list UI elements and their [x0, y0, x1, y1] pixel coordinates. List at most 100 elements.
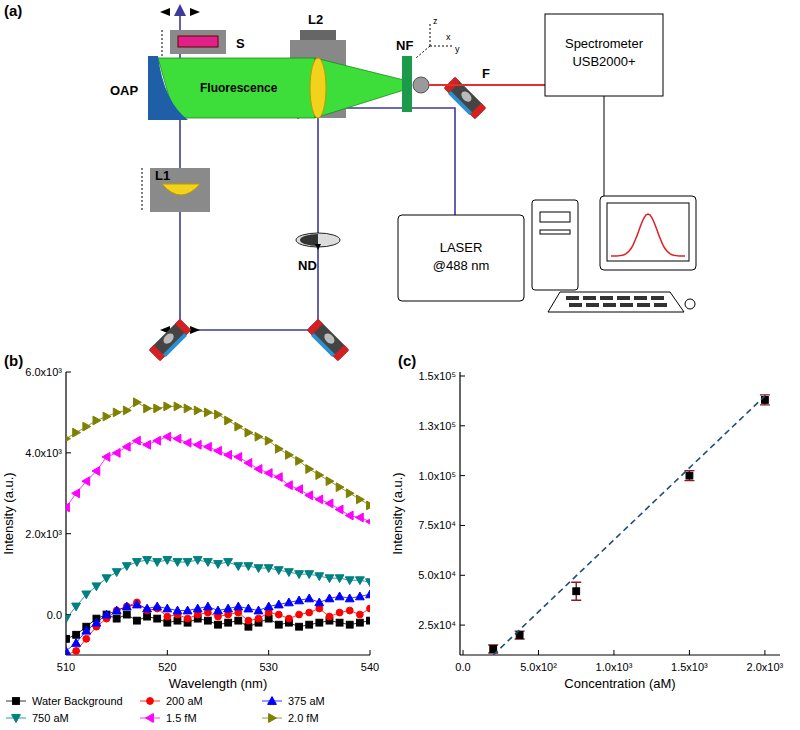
label: x — [446, 32, 451, 42]
x-axis-title: Concentration (aM) — [564, 676, 675, 691]
x-tick — [463, 650, 464, 655]
sample-holder — [170, 30, 226, 54]
y-tick — [66, 452, 71, 453]
legend-label: 1.5 fM — [166, 712, 197, 724]
chart-line: (b)5105205305400.02.0x10³4.0x10³6.0x10³W… — [1, 352, 379, 724]
data-point — [183, 559, 192, 567]
data-point — [274, 600, 283, 608]
mirror-knob — [149, 345, 165, 361]
adjust-arrow — [162, 30, 163, 56]
data-point — [264, 602, 273, 610]
data-point — [102, 575, 111, 583]
data-point — [83, 422, 91, 431]
data-point — [183, 606, 192, 614]
label: OAP — [110, 83, 139, 98]
laser-box — [398, 215, 524, 301]
y-tick — [460, 475, 465, 476]
y-axis-title: Intensity (a.u.) — [390, 472, 405, 554]
data-point — [305, 571, 314, 579]
x-tick-label: 530 — [259, 661, 277, 673]
mirror — [443, 77, 486, 120]
data-point — [184, 404, 192, 413]
data-point — [225, 619, 232, 626]
legend-entry: 1.5 fM — [140, 712, 197, 724]
data-point — [194, 406, 202, 415]
data-point — [254, 565, 263, 573]
data-point — [173, 559, 182, 567]
data-point — [103, 412, 111, 421]
label: F — [482, 66, 490, 81]
legend-marker — [12, 715, 21, 723]
data-point — [366, 579, 370, 587]
data-point — [193, 440, 201, 449]
key — [620, 303, 633, 307]
data-point — [244, 563, 253, 571]
data-point — [73, 428, 81, 437]
data-point — [255, 432, 263, 441]
x-tick — [370, 650, 371, 655]
mirror-mount — [444, 77, 486, 119]
screen — [607, 203, 689, 261]
data-point — [204, 559, 213, 567]
legend-marker — [146, 714, 154, 723]
data-point — [205, 408, 213, 417]
data-point — [153, 602, 162, 610]
data-point — [112, 449, 120, 458]
lens — [310, 58, 326, 118]
data-point — [296, 611, 303, 618]
data-point — [356, 619, 363, 626]
x-tick-label: 520 — [158, 661, 176, 673]
data-point — [102, 453, 110, 462]
series-line — [66, 437, 370, 522]
data-point — [82, 477, 90, 486]
x-tick-label: 1.5x10³ — [671, 661, 708, 673]
data-point — [133, 436, 141, 445]
y-tick — [66, 533, 71, 534]
key — [583, 296, 596, 300]
panel-label: (c) — [398, 352, 416, 369]
key — [637, 303, 650, 307]
legend-entry: 750 aM — [6, 712, 69, 724]
data-point — [134, 617, 141, 624]
panel-label: (a) — [4, 2, 22, 19]
label: L2 — [308, 12, 323, 27]
data-point — [244, 604, 253, 612]
mirror — [306, 319, 349, 362]
label: Spectrometer — [565, 36, 644, 51]
x-axis — [66, 654, 370, 655]
data-point — [204, 617, 211, 624]
mirror-screw — [162, 332, 176, 346]
data-point — [356, 592, 365, 600]
data-point — [326, 613, 333, 620]
label: Fluorescence — [200, 81, 278, 95]
legend-marker — [268, 697, 277, 705]
key — [617, 296, 630, 300]
data-point — [274, 567, 283, 575]
plot-area — [66, 398, 370, 655]
x-tick — [613, 650, 614, 655]
data-point — [306, 465, 314, 474]
screen-curve — [611, 214, 685, 256]
data-point — [184, 615, 191, 622]
data-point — [335, 592, 344, 600]
stage-axes — [416, 22, 452, 58]
data-point — [235, 617, 242, 624]
data-point — [113, 408, 121, 417]
key — [600, 296, 613, 300]
data-point — [234, 453, 242, 462]
y-tick-label: 2.0x10³ — [25, 528, 62, 540]
label: S — [236, 36, 245, 51]
data-point — [122, 563, 131, 571]
data-point — [66, 615, 70, 623]
x-axis-title: Wavelength (nm) — [169, 676, 268, 691]
data-point — [224, 604, 233, 612]
data-point — [264, 565, 273, 573]
label: ND — [298, 258, 317, 273]
data-point — [356, 577, 365, 585]
plot-area — [488, 395, 770, 655]
data-point — [82, 591, 91, 599]
data-point — [265, 436, 273, 445]
y-tick — [460, 525, 465, 526]
data-point — [112, 569, 121, 577]
data-point — [163, 604, 172, 612]
